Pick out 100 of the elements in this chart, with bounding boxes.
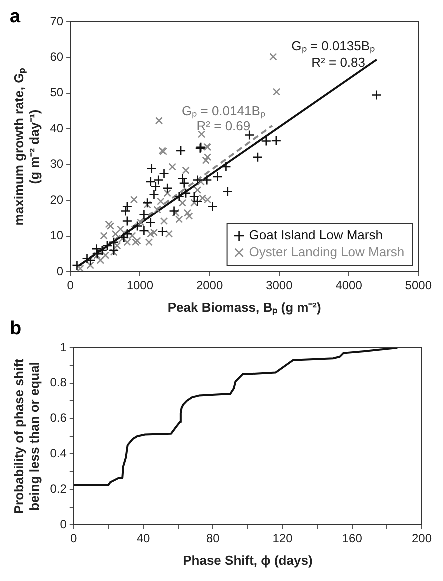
point [118,235,126,243]
point [270,53,278,61]
point [106,222,115,230]
point [102,252,110,260]
x-axis-title: Peak Biomass, Bₚ (g m⁻²) [168,300,322,316]
annotation: R² = 0.83 [312,54,366,70]
y-tick-label: 0.6 [50,411,68,426]
y-tick-label: 0.2 [50,482,68,496]
x-tick-label: 160 [342,532,363,546]
point [153,175,164,186]
point [76,264,84,272]
point [139,210,150,220]
point [130,196,138,204]
point [122,228,133,240]
y-tick-label: 0.8 [50,376,68,390]
y-tick-label: 60 [50,50,64,64]
text: a [10,6,21,28]
point [198,130,206,138]
point [155,117,164,125]
point [97,245,108,256]
point [149,190,160,200]
point [146,218,156,228]
legend-label: Goat Island Low Marsh [249,228,383,243]
point [122,201,133,212]
x-tick-label: 200 [412,532,432,546]
point [197,178,205,186]
point [164,190,172,198]
point [186,212,194,220]
point [116,226,125,234]
point [222,186,234,197]
point [114,242,122,250]
y-tick-label: 1 [60,340,68,354]
text: b [10,318,22,340]
point [86,262,94,270]
point [110,248,118,256]
point [150,228,158,237]
x-tick-label: 0 [70,532,78,546]
y-tick-label: 0 [60,517,68,532]
x-tick-label: 2000 [196,278,224,293]
y-axis-title: Probability of phase shift being less than or equal [11,358,42,514]
y-tick-label: 70 [50,14,64,28]
annotation: Gₚ = 0.0135Bₚ [292,38,376,55]
x-axis-title: Phase Shift, ϕ (days) [183,552,313,568]
y-tick-label: 0 [56,264,64,278]
point [105,220,113,228]
y-tick-label: 30 [50,157,64,172]
point [82,254,92,264]
point [261,136,272,146]
point [146,164,158,174]
x-tick-label: 40 [136,532,150,546]
point [272,88,281,96]
point [92,244,102,254]
point [182,166,190,174]
point [157,226,168,237]
x-tick-label: 1000 [126,278,154,293]
point [160,217,168,226]
point [204,154,212,162]
y-tick-label: 10 [50,228,64,243]
point [244,130,255,140]
point [178,199,187,207]
point [154,206,162,214]
point [85,255,96,266]
point [108,237,120,248]
y-tick-label: 40 [50,121,64,136]
x-tick-label: 120 [272,532,294,546]
point [176,216,184,224]
point [180,188,192,199]
point [137,218,145,227]
x-tick-label: 5000 [405,278,432,293]
point [204,196,212,204]
point [190,199,198,207]
point [124,238,132,246]
point [202,175,212,186]
x-tick-label: 80 [206,532,220,546]
annotation: R² = 0.69 [196,118,251,134]
point [176,146,186,156]
point [120,206,131,216]
point [165,230,174,238]
point [100,232,108,240]
y-tick-label: 20 [50,192,64,207]
point [168,163,176,171]
point [208,201,218,212]
point [157,198,165,206]
point [112,230,120,238]
point [192,175,203,186]
x-tick-label: 4000 [336,278,363,293]
point [198,194,207,202]
point [96,256,105,264]
point [372,90,382,100]
x-tick-label: 3000 [266,278,294,293]
point [172,209,180,217]
point [128,232,136,240]
y-axis-title: maximum growth rate, Gₚ (g m⁻² day⁻¹) [11,68,42,226]
point [159,168,170,179]
point [221,162,232,172]
point [142,198,153,208]
point [271,136,282,146]
point [174,191,185,202]
annotation: Gₚ = 0.0141Bₚ [182,104,266,120]
y-tick-label: 0.4 [50,446,68,461]
